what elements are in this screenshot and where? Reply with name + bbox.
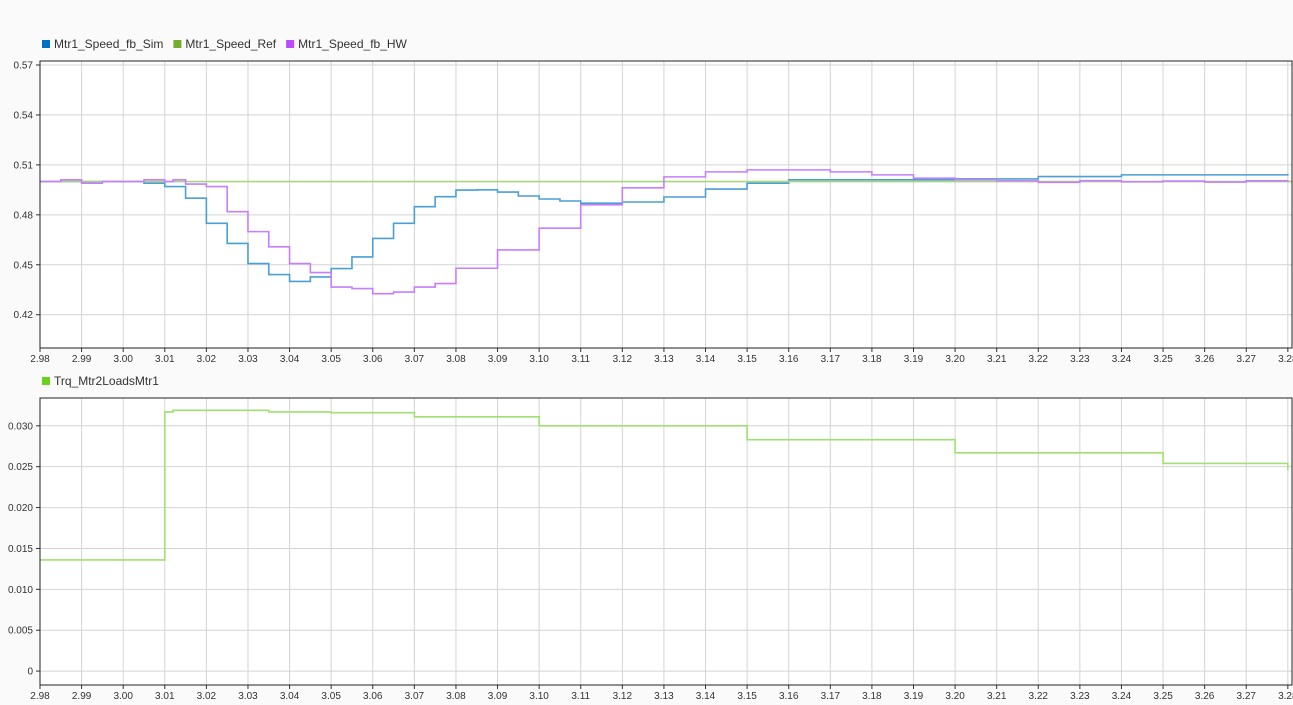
x-tick-label: 3.16 xyxy=(779,691,799,702)
x-tick-label: 3.22 xyxy=(1029,354,1049,365)
legend-swatch xyxy=(286,40,295,48)
x-tick-label: 3.19 xyxy=(904,354,924,365)
y-tick-label: 0.030 xyxy=(8,421,33,432)
x-tick-label: 3.01 xyxy=(155,691,175,702)
x-tick-label: 3.11 xyxy=(571,691,590,702)
x-tick-label: 3.02 xyxy=(197,354,217,365)
x-tick-label: 3.27 xyxy=(1237,354,1257,365)
x-tick-label: 3.22 xyxy=(1029,691,1049,702)
y-tick-label: 0.45 xyxy=(14,260,34,271)
y-tick-label: 0.005 xyxy=(8,626,33,637)
x-tick-label: 2.99 xyxy=(72,691,92,702)
x-tick-label: 3.03 xyxy=(238,691,258,702)
x-tick-label: 3.25 xyxy=(1153,691,1173,702)
x-tick-label: 3.14 xyxy=(696,691,716,702)
x-tick-label: 3.04 xyxy=(280,691,300,702)
y-tick-label: 0.54 xyxy=(14,110,34,121)
x-tick-label: 3.21 xyxy=(987,354,1007,365)
series-line-Trq_Mtr2LoadsMtr1 xyxy=(40,409,1289,561)
chart-0: 2.98 2.99 3.00 3.01 3.02 3.03 3.04 3.05 3.06 3.07… xyxy=(14,37,1293,365)
x-tick-label: 2.98 xyxy=(30,354,50,365)
x-tick-label: 3.09 xyxy=(488,691,508,702)
x-tick-label: 3.23 xyxy=(1070,691,1090,702)
x-tick-label: 3.18 xyxy=(862,354,882,365)
x-tick-label: 3.04 xyxy=(280,354,300,365)
plot-area xyxy=(40,398,1292,685)
x-tick-label: 3.11 xyxy=(571,354,590,365)
legend-label: Trq_Mtr2LoadsMtr1 xyxy=(54,374,159,388)
x-tick-label: 3.06 xyxy=(363,354,383,365)
legend-swatch xyxy=(42,40,50,48)
x-tick-label: 3.03 xyxy=(238,354,258,365)
x-tick-label: 3.02 xyxy=(197,691,217,702)
x-tick-label: 3.13 xyxy=(654,691,674,702)
chart-1: 2.98 2.99 3.00 3.01 3.02 3.03 3.04 3.05 3.06 3.07… xyxy=(8,374,1293,702)
x-tick-label: 3.05 xyxy=(321,354,341,365)
x-tick-label: 3.20 xyxy=(945,691,965,702)
plot-area xyxy=(40,61,1292,348)
x-tick-label: 3.13 xyxy=(654,354,674,365)
x-tick-label: 3.17 xyxy=(821,691,841,702)
x-tick-label: 3.08 xyxy=(446,691,466,702)
x-tick-label: 3.25 xyxy=(1153,354,1173,365)
x-tick-label: 3.05 xyxy=(321,691,341,702)
x-tick-label: 3.27 xyxy=(1237,691,1257,702)
series-line-Mtr1_Speed_fb_HW xyxy=(40,169,1289,295)
x-tick-label: 3.07 xyxy=(405,354,425,365)
plot-frame xyxy=(39,397,1293,686)
y-tick-label: 0.015 xyxy=(8,544,33,555)
x-tick-label: 3.18 xyxy=(862,691,882,702)
x-tick-label: 3.24 xyxy=(1112,691,1132,702)
x-tick-label: 3.08 xyxy=(446,354,466,365)
x-tick-label: 3.00 xyxy=(113,354,133,365)
plot-frame xyxy=(39,60,1293,349)
x-tick-label: 3.00 xyxy=(113,691,133,702)
x-tick-label: 3.09 xyxy=(488,354,508,365)
x-tick-label: 2.99 xyxy=(72,354,92,365)
legend-label: Mtr1_Speed_Ref xyxy=(185,37,276,51)
legend-label: Mtr1_Speed_fb_Sim xyxy=(54,37,163,51)
y-tick-label: 0.42 xyxy=(14,310,34,321)
x-tick-label: 3.10 xyxy=(529,354,549,365)
y-tick-label: 0.020 xyxy=(8,503,33,514)
x-tick-label: 2.98 xyxy=(30,691,50,702)
x-tick-label: 3.28 xyxy=(1278,691,1293,702)
x-tick-label: 3.23 xyxy=(1070,354,1090,365)
x-tick-label: 3.20 xyxy=(945,354,965,365)
x-tick-label: 3.07 xyxy=(405,691,425,702)
legend-swatch xyxy=(173,40,182,48)
x-tick-label: 3.14 xyxy=(696,354,716,365)
y-tick-label: 0.51 xyxy=(14,160,34,171)
y-tick-label: 0 xyxy=(27,667,33,678)
y-tick-label: 0.57 xyxy=(14,60,34,71)
series-line-Mtr1_Speed_fb_Sim xyxy=(40,173,1289,283)
x-tick-label: 3.12 xyxy=(613,354,633,365)
x-tick-label: 3.01 xyxy=(155,354,175,365)
y-tick-label: 0.010 xyxy=(8,585,33,596)
x-tick-label: 3.19 xyxy=(904,691,924,702)
x-tick-label: 3.12 xyxy=(613,691,633,702)
x-tick-label: 3.26 xyxy=(1195,354,1215,365)
x-tick-label: 3.28 xyxy=(1278,354,1293,365)
x-tick-label: 3.17 xyxy=(821,354,841,365)
x-tick-label: 3.15 xyxy=(737,354,757,365)
x-tick-label: 3.21 xyxy=(987,691,1007,702)
x-tick-label: 3.15 xyxy=(737,691,757,702)
x-tick-label: 3.06 xyxy=(363,691,383,702)
x-tick-label: 3.24 xyxy=(1112,354,1132,365)
x-tick-label: 3.16 xyxy=(779,354,799,365)
x-tick-label: 3.10 xyxy=(529,691,549,702)
y-tick-label: 0.48 xyxy=(14,210,34,221)
y-tick-label: 0.025 xyxy=(8,462,33,473)
legend-label: Mtr1_Speed_fb_HW xyxy=(298,37,407,51)
x-tick-label: 3.26 xyxy=(1195,691,1215,702)
legend-swatch xyxy=(42,377,50,385)
